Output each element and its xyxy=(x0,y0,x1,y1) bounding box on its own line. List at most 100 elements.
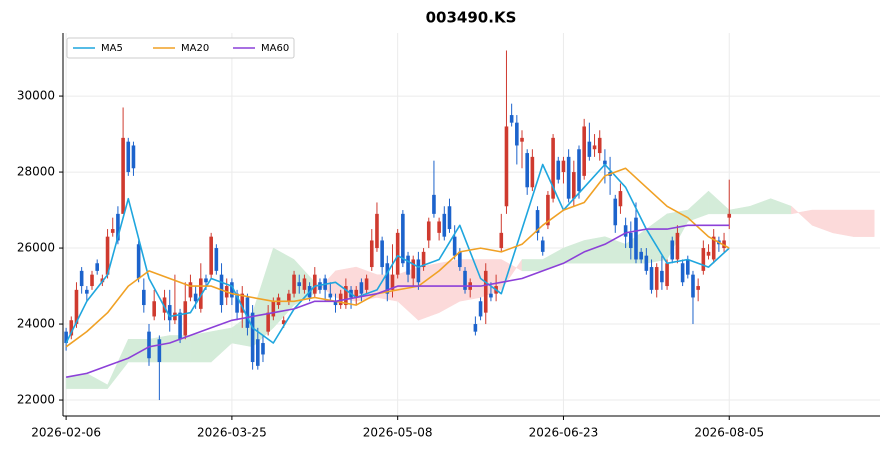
candle-body xyxy=(680,263,685,283)
candle-body xyxy=(675,232,680,260)
y-tick-label: 24000 xyxy=(17,317,55,331)
legend-label: MA5 xyxy=(101,43,123,54)
x-tick-label: 2026-02-06 xyxy=(31,426,101,440)
cloud-segment xyxy=(604,236,626,264)
candle-body xyxy=(473,324,478,332)
cloud-segment xyxy=(646,213,668,264)
candle-body xyxy=(85,289,89,294)
candle-body xyxy=(421,251,426,268)
candle-body xyxy=(463,270,467,290)
candle-body xyxy=(121,137,125,214)
chart-title: 003490.KS xyxy=(426,9,517,27)
candle-body xyxy=(261,343,265,355)
x-tick-label: 2026-06-23 xyxy=(529,426,599,440)
candle-body xyxy=(178,312,182,340)
x-tick-label: 2026-08-05 xyxy=(694,426,764,440)
candle-body xyxy=(126,141,131,173)
candle-body xyxy=(152,301,156,317)
candle-body xyxy=(530,156,535,188)
candle-body xyxy=(478,301,483,317)
candle-body xyxy=(193,293,198,302)
candle-body xyxy=(167,305,172,321)
candle-body xyxy=(520,137,524,142)
candle-body xyxy=(209,236,213,275)
candle-body xyxy=(79,270,84,287)
candle-body xyxy=(722,240,726,249)
candle-body xyxy=(592,145,597,150)
candle-body xyxy=(302,278,307,290)
candle-body xyxy=(230,282,234,298)
candle-body xyxy=(74,289,79,325)
candle-body xyxy=(281,320,286,325)
candle-body xyxy=(395,232,400,275)
candle-body xyxy=(338,293,343,306)
y-tick-label: 28000 xyxy=(17,165,55,179)
candle-body xyxy=(582,126,586,176)
candle-body xyxy=(701,248,706,271)
candle-body xyxy=(587,141,592,157)
candle-body xyxy=(525,153,529,188)
candle-body xyxy=(380,240,384,268)
cloud-segment xyxy=(273,247,295,329)
y-tick-label: 30000 xyxy=(17,89,55,103)
candle-body xyxy=(173,312,177,321)
candle-body xyxy=(447,206,452,230)
candle-body xyxy=(214,248,219,271)
candle-body xyxy=(489,293,493,298)
candle-body xyxy=(546,194,550,226)
cloud-segment xyxy=(791,205,813,226)
cloud-segment xyxy=(190,331,212,363)
candle-body xyxy=(401,213,405,264)
candle-body xyxy=(660,270,664,283)
cloud-segment xyxy=(210,327,233,363)
legend-label: MA60 xyxy=(261,43,289,54)
candle-body xyxy=(110,229,115,233)
candle-body xyxy=(364,278,369,290)
candle-body xyxy=(385,263,390,294)
candle-body xyxy=(131,145,136,169)
candle-body xyxy=(204,278,208,283)
candle-body xyxy=(691,274,695,298)
candle-body xyxy=(235,293,239,313)
candle-body xyxy=(312,274,317,294)
candle-body xyxy=(535,210,540,233)
cloud-segment xyxy=(770,198,792,215)
candle-body xyxy=(649,267,654,290)
candle-body xyxy=(240,293,245,313)
candle-body xyxy=(504,126,509,207)
candle-body xyxy=(670,240,675,260)
candle-body xyxy=(577,149,581,192)
legend-box xyxy=(66,37,295,59)
candle-body xyxy=(359,282,364,294)
candle-body xyxy=(95,263,99,271)
candle-body xyxy=(639,251,643,260)
x-tick-label: 2026-05-08 xyxy=(363,426,433,440)
candle-body xyxy=(665,263,669,287)
candle-body xyxy=(354,289,359,298)
ma-line xyxy=(65,224,730,378)
candle-body xyxy=(344,286,348,306)
candle-body xyxy=(183,301,188,336)
cloud-segment xyxy=(853,209,875,237)
candle-body xyxy=(644,255,649,271)
legend-label: MA20 xyxy=(181,43,209,54)
candle-body xyxy=(556,160,561,180)
candle-body xyxy=(442,213,447,237)
ma-line xyxy=(65,163,730,344)
candle-body xyxy=(147,331,151,359)
candle-body xyxy=(685,259,690,275)
candle-body xyxy=(199,278,203,309)
candle-body xyxy=(623,225,628,237)
candle-body xyxy=(566,156,571,199)
candle-body xyxy=(509,115,514,123)
candle-body xyxy=(613,198,618,226)
candle-body xyxy=(540,240,545,252)
candle-body xyxy=(90,274,94,287)
candle-body xyxy=(271,301,276,317)
candle-body xyxy=(116,213,120,241)
candle-body xyxy=(629,232,633,249)
candle-body xyxy=(369,240,374,268)
candle-body xyxy=(603,160,607,165)
cloud-segment xyxy=(708,190,730,215)
